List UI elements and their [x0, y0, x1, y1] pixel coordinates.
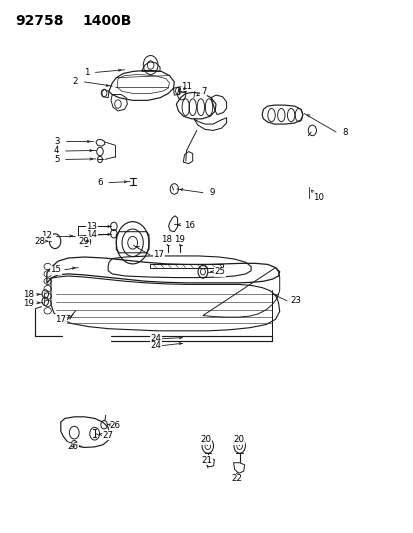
Text: 14: 14: [86, 230, 97, 239]
Text: 28: 28: [34, 237, 45, 246]
Text: 18: 18: [23, 290, 33, 300]
Text: 16: 16: [184, 221, 195, 230]
Text: 12: 12: [41, 231, 52, 240]
Text: 24: 24: [150, 334, 161, 343]
Text: 3: 3: [54, 137, 59, 146]
Text: 29: 29: [78, 237, 89, 246]
Text: 10: 10: [312, 193, 323, 203]
Text: 23: 23: [290, 296, 301, 305]
Text: 18: 18: [160, 235, 171, 244]
Text: 20: 20: [200, 435, 211, 444]
Text: 19: 19: [173, 235, 184, 244]
Text: 4: 4: [54, 147, 59, 156]
Text: 20: 20: [233, 435, 244, 444]
Text: 2: 2: [73, 77, 78, 86]
Text: 1400B: 1400B: [82, 14, 131, 28]
Text: 11: 11: [180, 82, 192, 91]
Text: 5: 5: [54, 155, 59, 164]
Text: 13: 13: [86, 222, 97, 231]
Text: 17: 17: [153, 251, 164, 260]
Text: 9: 9: [209, 188, 214, 197]
Text: 8: 8: [342, 127, 347, 136]
Text: 92758: 92758: [15, 14, 63, 28]
Text: 17: 17: [55, 315, 66, 324]
Text: 7: 7: [200, 87, 206, 96]
Text: 26: 26: [109, 421, 120, 430]
Text: 19: 19: [23, 299, 33, 308]
Text: 15: 15: [50, 265, 61, 274]
Text: 1: 1: [83, 68, 89, 77]
Text: 26: 26: [67, 442, 78, 451]
Text: 27: 27: [102, 431, 114, 440]
Text: 6: 6: [97, 178, 102, 187]
Text: 25: 25: [214, 267, 225, 276]
Text: 21: 21: [201, 456, 212, 465]
Text: 24: 24: [150, 341, 161, 350]
Text: 22: 22: [230, 474, 241, 483]
